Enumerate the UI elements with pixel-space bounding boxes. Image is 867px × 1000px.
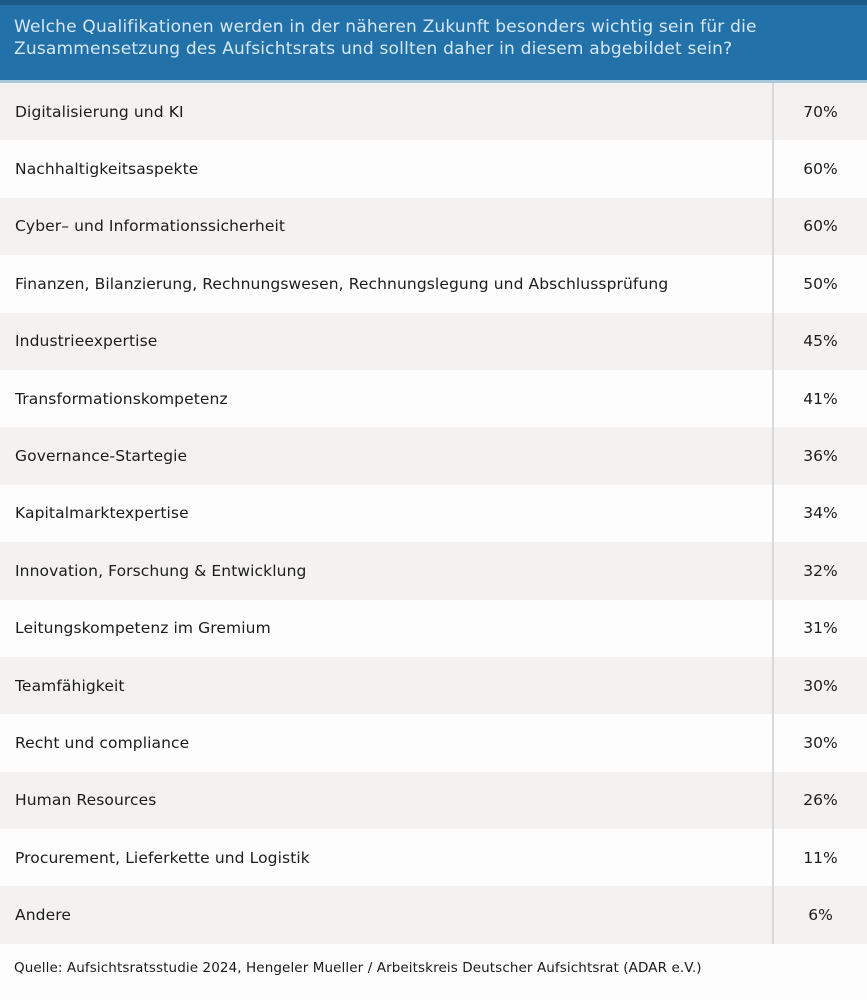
percentage-value: 41% (803, 389, 838, 408)
qualification-label: Digitalisierung und KI (0, 83, 774, 141)
table-row: Digitalisierung und KI 70% (0, 83, 867, 141)
qualification-label: Finanzen, Bilanzierung, Rechnungswesen, … (0, 255, 774, 313)
qualification-label: Procurement, Lieferkette und Logistik (0, 829, 774, 887)
qualification-label: Andere (0, 886, 774, 944)
table-row: Leitungskompetenz im Gremium 31% (0, 599, 867, 657)
percentage-value: 45% (803, 332, 838, 351)
table-row: Finanzen, Bilanzierung, Rechnungswesen, … (0, 255, 867, 313)
percentage-value: 30% (803, 676, 838, 695)
percentage-value: 60% (803, 160, 838, 179)
percentage-value: 34% (803, 504, 838, 523)
percentage-value: 11% (803, 848, 838, 867)
qualification-label: Teamfähigkeit (0, 656, 774, 715)
percentage-value: 32% (803, 561, 838, 580)
table-row: Human Resources 26% (0, 771, 867, 830)
percentage-value: 6% (808, 906, 833, 925)
table-row: Governance-Startegie 36% (0, 427, 867, 485)
table-row: Innovation, Forschung & Entwicklung 32% (0, 542, 867, 600)
table-row: Nachhaltigkeitsaspekte 60% (0, 140, 867, 198)
source-text: Quelle: Aufsichtsratsstudie 2024, Hengel… (14, 959, 702, 976)
qualification-label: Cyber– und Informationssicherheit (0, 197, 774, 256)
percentage-value: 60% (803, 217, 838, 236)
table-row: Andere 6% (0, 886, 867, 944)
qualification-label: Industrieexpertise (0, 312, 774, 370)
qualification-label: Kapitalmarktexpertise (0, 484, 774, 543)
table-row: Industrieexpertise 45% (0, 312, 867, 370)
table-row: Transformationskompetenz 41% (0, 369, 867, 428)
percentage-value: 36% (803, 447, 838, 466)
results-table: Digitalisierung und KI 70% Nachhaltigkei… (0, 83, 867, 944)
qualification-label: Nachhaltigkeitsaspekte (0, 140, 774, 198)
percentage-value: 30% (803, 733, 838, 752)
percentage-value: 31% (803, 619, 838, 638)
question-header: Welche Qualifikationen werden in der näh… (0, 0, 867, 83)
percentage-value: 50% (803, 274, 838, 293)
qualification-label: Transformationskompetenz (0, 369, 774, 428)
percentage-value: 26% (803, 791, 838, 810)
table-row: Procurement, Lieferkette und Logistik 11… (0, 829, 867, 887)
qualification-label: Human Resources (0, 771, 774, 830)
source-footer: Quelle: Aufsichtsratsstudie 2024, Hengel… (0, 943, 867, 1000)
percentage-value: 70% (803, 102, 838, 121)
table-row: Cyber– und Informationssicherheit 60% (0, 197, 867, 256)
qualification-label: Governance-Startegie (0, 427, 774, 485)
table-row: Recht und compliance 30% (0, 714, 867, 772)
question-text: Welche Qualifikationen werden in der näh… (14, 17, 757, 59)
qualification-label: Innovation, Forschung & Entwicklung (0, 542, 774, 600)
qualification-label: Recht und compliance (0, 714, 774, 772)
table-row: Teamfähigkeit 30% (0, 656, 867, 715)
table-row: Kapitalmarktexpertise 34% (0, 484, 867, 543)
qualification-label: Leitungskompetenz im Gremium (0, 599, 774, 657)
